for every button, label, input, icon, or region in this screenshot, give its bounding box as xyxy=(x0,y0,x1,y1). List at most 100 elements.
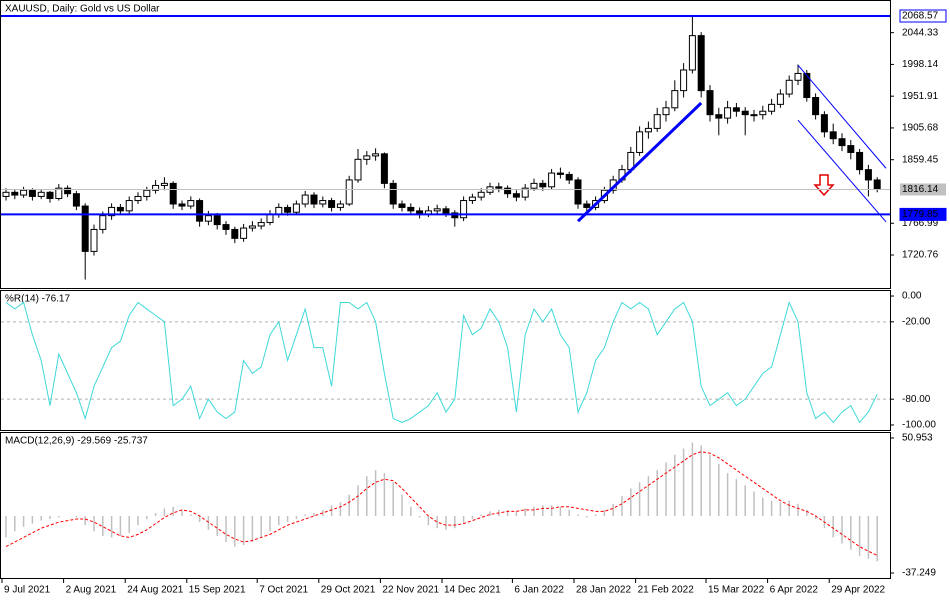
candle-body xyxy=(442,208,450,214)
candle-body xyxy=(37,191,45,197)
candle-body xyxy=(319,200,327,205)
candle-body xyxy=(512,193,520,198)
candle-body xyxy=(460,200,468,219)
y-tick-label: 50.953 xyxy=(902,433,933,444)
candle-body xyxy=(55,187,63,199)
x-tick-label: 24 Aug 2021 xyxy=(127,585,184,596)
candle-body xyxy=(11,191,19,196)
candle-body xyxy=(653,114,661,129)
candle-body xyxy=(741,110,749,116)
trendline xyxy=(797,64,887,169)
candle-body xyxy=(90,228,98,252)
candle-body xyxy=(671,90,679,109)
candle-body xyxy=(46,191,54,199)
candle-body xyxy=(345,179,353,205)
candle-body xyxy=(803,72,811,98)
candle-body xyxy=(680,69,688,92)
candle-body xyxy=(768,103,776,112)
candle-body xyxy=(706,90,714,116)
y-tick-label: -100.00 xyxy=(902,420,936,431)
candle-body xyxy=(125,200,133,212)
horizontal-line-label: 1779.85 xyxy=(902,209,939,220)
candle-body xyxy=(724,107,732,119)
candle-body xyxy=(636,131,644,153)
trendline xyxy=(576,101,703,223)
horizontal-line-box xyxy=(899,9,947,23)
wpr-title: %R(14) -76.17 xyxy=(5,294,70,305)
candle-body xyxy=(108,206,116,217)
candle-body xyxy=(380,153,388,184)
last-price-label: 1816.14 xyxy=(902,184,939,195)
candle-body xyxy=(222,224,230,230)
candle-body xyxy=(169,182,177,205)
candle-body xyxy=(99,215,107,230)
candle-body xyxy=(477,191,485,198)
candle-body xyxy=(750,114,758,117)
y-tick-label: 1766.99 xyxy=(902,218,939,229)
macd-panel xyxy=(0,432,891,579)
candle-body xyxy=(873,179,881,190)
candle-body xyxy=(257,222,265,227)
candle-body xyxy=(688,35,696,71)
candle-body xyxy=(266,213,274,224)
x-tick-label: 6 Apr 2022 xyxy=(770,585,819,596)
candle-body xyxy=(363,155,371,160)
candle-body xyxy=(20,189,28,196)
candle-body xyxy=(248,225,256,229)
x-tick-label: 2 Aug 2021 xyxy=(66,585,117,596)
candle-body xyxy=(556,172,564,175)
candle-body xyxy=(521,187,529,198)
chart-title: XAUUSD, Daily: Gold vs US Dollar xyxy=(5,4,160,15)
candle-body xyxy=(231,228,239,239)
candle-body xyxy=(838,138,846,147)
candle-body xyxy=(178,203,186,207)
candle-body xyxy=(539,182,547,188)
candle-body xyxy=(398,203,406,208)
down-arrow xyxy=(813,174,835,197)
candle-body xyxy=(284,206,292,213)
candle-body xyxy=(336,203,344,208)
candle-body xyxy=(116,206,124,212)
candle-body xyxy=(662,107,670,116)
candle-body xyxy=(28,189,36,197)
x-tick-label: 28 Jan 2022 xyxy=(576,585,631,596)
x-tick-label: 15 Mar 2022 xyxy=(708,585,765,596)
candle-body xyxy=(856,151,864,171)
candle-body xyxy=(812,96,820,116)
candle-body xyxy=(301,194,309,205)
x-tick-label: 21 Feb 2022 xyxy=(638,585,695,596)
x-tick-label: 6 Jan 2022 xyxy=(514,585,564,596)
candle-body xyxy=(354,158,362,181)
y-tick-label: 1951.91 xyxy=(902,91,939,102)
candle-body xyxy=(530,182,538,189)
price-panel xyxy=(0,0,891,289)
x-tick-label: 9 Jul 2021 xyxy=(4,585,51,596)
x-tick-label: 15 Sep 2021 xyxy=(189,585,246,596)
candle-body xyxy=(829,131,837,140)
y-tick-label: 1998.14 xyxy=(902,59,939,70)
candle-body xyxy=(213,215,221,226)
y-tick-label: 1905.68 xyxy=(902,123,939,134)
candle-body xyxy=(495,186,503,189)
candle-body xyxy=(864,169,872,181)
candle-body xyxy=(732,107,740,112)
candle-body xyxy=(196,200,204,222)
candle-body xyxy=(776,93,784,105)
y-tick-label: -80.00 xyxy=(902,394,931,405)
candle-body xyxy=(847,145,855,153)
candle-body xyxy=(794,72,802,81)
x-tick-label: 22 Nov 2021 xyxy=(382,585,439,596)
candle-body xyxy=(204,215,212,222)
horizontal-line-label: 2068.57 xyxy=(902,11,939,22)
candle-body xyxy=(64,187,72,195)
last-price-box xyxy=(900,183,946,196)
candle-body xyxy=(275,206,283,215)
candle-body xyxy=(152,184,160,191)
candle-body xyxy=(785,79,793,95)
candle-body xyxy=(468,196,476,202)
candle-body xyxy=(328,200,336,208)
candle-body xyxy=(160,182,168,186)
candle-body xyxy=(292,203,300,213)
